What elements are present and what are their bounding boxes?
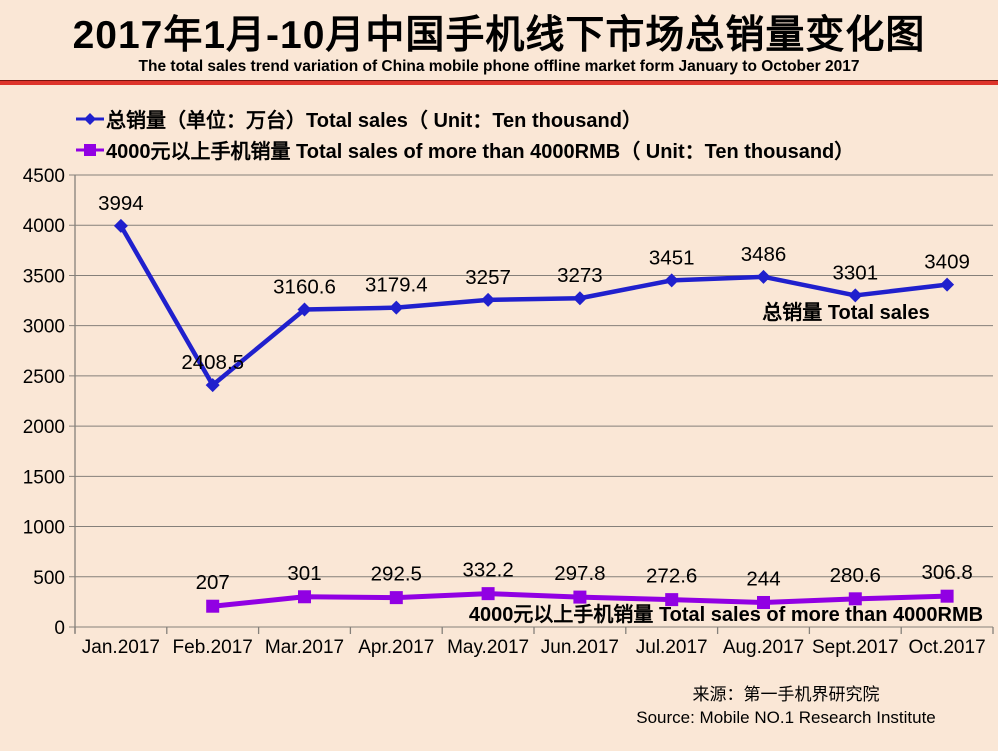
x-tick-label: May.2017 (447, 637, 529, 658)
data-marker-square (389, 591, 403, 605)
title-divider (0, 80, 998, 85)
data-label: 244 (746, 567, 780, 590)
data-marker-diamond (664, 273, 679, 288)
data-marker-diamond (940, 277, 955, 292)
y-tick-label: 2000 (23, 417, 65, 438)
data-marker-square (940, 589, 954, 603)
legend-diamond-icon (76, 110, 104, 128)
data-label: 3409 (924, 251, 970, 274)
data-label: 3994 (98, 192, 144, 215)
data-label: 292.5 (371, 563, 422, 586)
source-line-cn: 来源：第一手机界研究院 (692, 685, 880, 704)
data-marker-diamond (297, 302, 312, 317)
series-annotation-0: 总销量 Total sales (762, 300, 929, 324)
y-tick-label: 3000 (23, 317, 65, 338)
data-marker-diamond (481, 292, 496, 307)
data-marker-square (573, 590, 587, 604)
data-label: 272.6 (646, 565, 697, 588)
data-label: 301 (287, 562, 321, 585)
data-marker-diamond (848, 288, 863, 303)
x-tick-label: Jan.2017 (82, 637, 160, 658)
data-marker-square (298, 590, 311, 604)
data-label: 306.8 (921, 561, 972, 584)
x-tick-label: Oct.2017 (909, 637, 986, 658)
data-label: 3451 (649, 246, 695, 269)
x-tick-label: Mar.2017 (265, 637, 344, 658)
data-label: 207 (196, 571, 230, 594)
legend-label-1: 4000元以上手机销量 Total sales of more than 400… (106, 141, 855, 163)
data-label: 280.6 (830, 564, 881, 587)
y-tick-label: 0 (54, 618, 65, 639)
legend-label-0: 总销量（单位：万台）Total sales（ Unit：Ten thousand… (106, 110, 642, 132)
y-tick-label: 4000 (23, 216, 65, 237)
data-marker-square (206, 599, 220, 613)
source-line-en: Source: Mobile NO.1 Research Institute (636, 708, 936, 727)
x-tick-label: Aug.2017 (723, 637, 804, 658)
data-label: 3273 (557, 264, 603, 287)
legend-item-1: 4000元以上手机销量 Total sales of more than 400… (76, 134, 854, 165)
x-tick-label: Jun.2017 (541, 637, 619, 658)
data-label: 3301 (832, 261, 878, 284)
data-marker-diamond (756, 269, 771, 284)
y-tick-label: 500 (33, 568, 65, 589)
data-label: 3257 (465, 266, 511, 289)
data-label: 2408.5 (181, 351, 244, 374)
source-note: 来源：第一手机界研究院 Source: Mobile NO.1 Research… (576, 683, 996, 729)
data-marker-square (665, 593, 679, 607)
data-marker-diamond (572, 291, 587, 306)
x-tick-label: Feb.2017 (173, 637, 253, 658)
data-marker-diamond (389, 300, 404, 315)
y-tick-label: 3500 (23, 266, 65, 287)
x-tick-label: Sept.2017 (812, 637, 899, 658)
y-tick-label: 4500 (23, 166, 65, 187)
legend-square-icon (76, 141, 104, 159)
legend-item-0: 总销量（单位：万台）Total sales（ Unit：Ten thousand… (76, 103, 854, 134)
y-tick-label: 1500 (23, 467, 65, 488)
series-line-0 (118, 223, 950, 388)
data-marker-diamond (205, 378, 220, 393)
x-tick-label: Jul.2017 (636, 637, 708, 658)
data-label: 3160.6 (273, 276, 336, 299)
chart-title: 2017年1月-10月中国手机线下市场总销量变化图 (72, 14, 926, 57)
data-marker-square (848, 592, 862, 606)
data-label: 3179.4 (365, 274, 428, 297)
data-marker-square (757, 595, 770, 609)
chart-subtitle: The total sales trend variation of China… (138, 58, 860, 75)
data-label: 3486 (741, 243, 787, 266)
chart-legend: 总销量（单位：万台）Total sales（ Unit：Ten thousand… (76, 103, 854, 165)
series-annotation-1: 4000元以上手机销量 Total sales of more than 400… (469, 602, 983, 626)
x-tick-label: Apr.2017 (358, 637, 434, 658)
y-tick-label: 1000 (23, 518, 65, 539)
data-marker-square (481, 587, 495, 601)
y-tick-label: 2500 (23, 367, 65, 388)
data-label: 297.8 (554, 562, 605, 585)
data-marker-diamond (113, 218, 128, 233)
data-label: 332.2 (462, 559, 513, 582)
